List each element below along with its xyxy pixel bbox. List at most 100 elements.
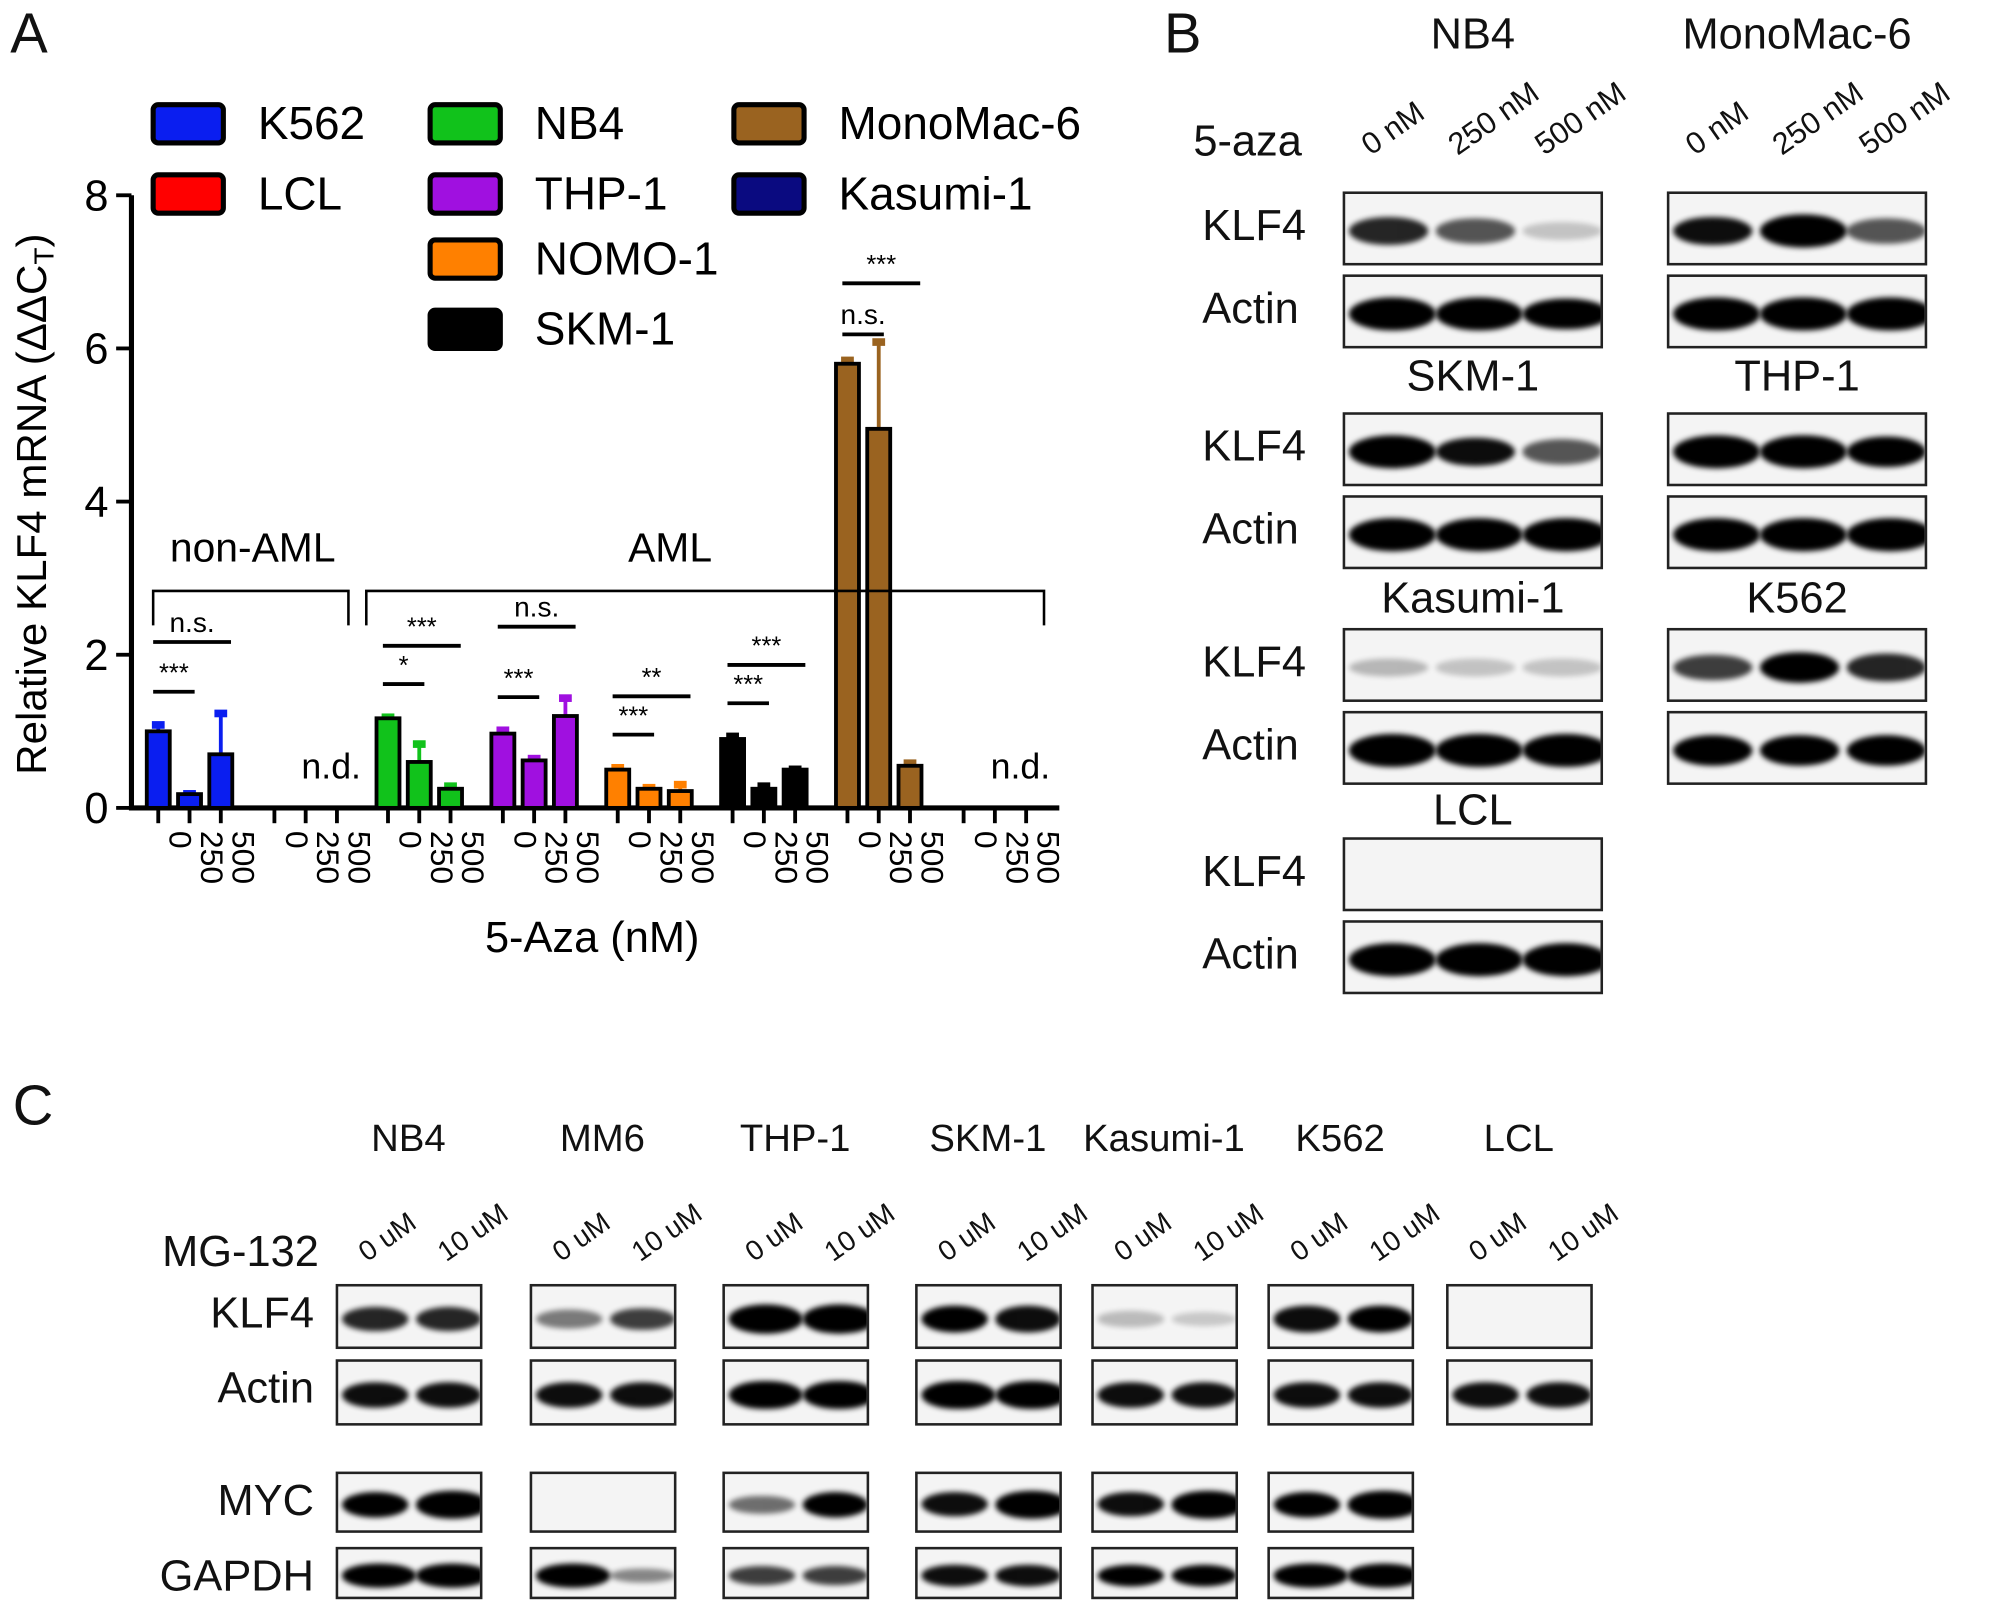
blot-image [529, 1283, 677, 1350]
x-tick-label: 250 [539, 831, 575, 884]
x-tick-label: 250 [424, 831, 460, 884]
legend-label: THP-1 [535, 167, 668, 219]
blot-image [1342, 191, 1604, 266]
protein-label: KLF4 [1202, 847, 1306, 896]
cell-line-label: NB4 [1430, 10, 1516, 59]
protein-band [536, 1564, 610, 1588]
error-cap [151, 721, 165, 729]
protein-label: Actin [1202, 930, 1299, 979]
legend-swatch [731, 172, 807, 216]
protein-band [1435, 943, 1523, 977]
blot-image [1267, 1546, 1415, 1600]
protein-band [1273, 1491, 1340, 1518]
protein-label: KLF4 [1202, 422, 1306, 471]
error-cap [757, 782, 771, 791]
bar-NB4 [374, 716, 402, 810]
x-tick-label: 0 [507, 831, 543, 849]
blot-image [915, 1283, 1062, 1350]
blot-image [722, 1471, 870, 1533]
cell-line-label: Kasumi-1 [1381, 574, 1565, 623]
legend-label: NB4 [535, 97, 624, 149]
blot-image [1342, 627, 1604, 702]
x-tick-label: 500 [570, 831, 606, 884]
protein-band [415, 1564, 480, 1588]
blot-image [1666, 627, 1928, 702]
cell-line-label: SKM-1 [1406, 352, 1540, 401]
cell-line-label: THP-1 [739, 1118, 851, 1161]
blot-image [915, 1359, 1062, 1426]
blot-image [722, 1546, 870, 1600]
panel-label-a: A [10, 2, 48, 66]
x-tick-label: 0 [968, 831, 1004, 849]
error-cap [726, 732, 739, 741]
legend-swatch [150, 172, 226, 216]
cell-line-label: SKM-1 [929, 1118, 1047, 1161]
treatment-label-c: MG-132 [162, 1227, 319, 1277]
x-tick-label: 250 [768, 831, 804, 884]
x-tick-label: 0 [279, 831, 315, 849]
error-cap [872, 338, 886, 346]
lane-label: 10 uM [1010, 1196, 1094, 1268]
protein-band [994, 1306, 1060, 1332]
protein-band [1435, 218, 1515, 244]
not-detected-label: n.d. [991, 747, 1051, 787]
blot-image [915, 1471, 1062, 1533]
protein-band [609, 1568, 674, 1584]
legend-swatch [427, 237, 503, 281]
x-tick-label: 500 [914, 831, 950, 884]
protein-band [1522, 518, 1601, 552]
protein-label: KLF4 [1202, 201, 1306, 251]
x-tick-label: 500 [685, 831, 721, 884]
protein-band [1171, 1381, 1236, 1409]
bar-MonoMac-6 [896, 763, 924, 810]
lane-label: 0 uM [1462, 1205, 1533, 1268]
error-cap [444, 782, 457, 791]
significance-label: *** [618, 702, 648, 730]
protein-band [1349, 297, 1436, 331]
protein-band [415, 1491, 480, 1519]
blot-image [529, 1471, 677, 1533]
lane-label: 250 nM [1442, 75, 1546, 163]
protein-label: KLF4 [210, 1289, 314, 1338]
x-tick-label: 500 [800, 831, 836, 884]
x-tick-label: 250 [999, 831, 1035, 884]
protein-band [536, 1381, 602, 1409]
x-tick-label: 500 [455, 831, 491, 884]
significance-label: *** [504, 665, 534, 693]
protein-band [994, 1491, 1060, 1519]
protein-band [609, 1381, 674, 1409]
protein-band [1349, 658, 1429, 677]
x-tick-label: 500 [225, 831, 261, 884]
protein-band [609, 1307, 674, 1331]
protein-band [802, 1566, 867, 1585]
blot-image [1666, 710, 1928, 785]
protein-band [1349, 734, 1436, 767]
legend-swatch [427, 307, 503, 351]
bar-K562 [144, 729, 172, 810]
protein-band [1273, 1564, 1348, 1588]
x-tick-label: 250 [653, 831, 689, 884]
legend-label: SKM-1 [535, 303, 675, 355]
protein-band [1435, 734, 1523, 767]
protein-band [1522, 658, 1601, 677]
protein-band [1171, 1311, 1236, 1327]
legend-label: NOMO-1 [535, 232, 719, 284]
protein-band [802, 1380, 867, 1410]
error-cap [214, 709, 228, 718]
bar-SKM-1 [781, 767, 809, 810]
protein-band [1522, 298, 1601, 330]
protein-band [1760, 735, 1840, 766]
error-cap [559, 694, 572, 702]
blot-image [1446, 1359, 1593, 1426]
protein-band [1349, 518, 1436, 552]
panel-label-c: C [12, 1074, 54, 1138]
x-tick-label: 0 [622, 831, 658, 849]
x-tick-label: 250 [194, 831, 230, 884]
protein-label: KLF4 [1202, 638, 1306, 687]
treatment-label-b: 5-aza [1193, 117, 1302, 166]
lane-label: 10 uM [1541, 1196, 1625, 1268]
protein-band [802, 1304, 867, 1334]
lane-label: 500 nM [1528, 75, 1633, 163]
x-tick-label: 0 [163, 831, 199, 849]
protein-band [1347, 1564, 1412, 1588]
